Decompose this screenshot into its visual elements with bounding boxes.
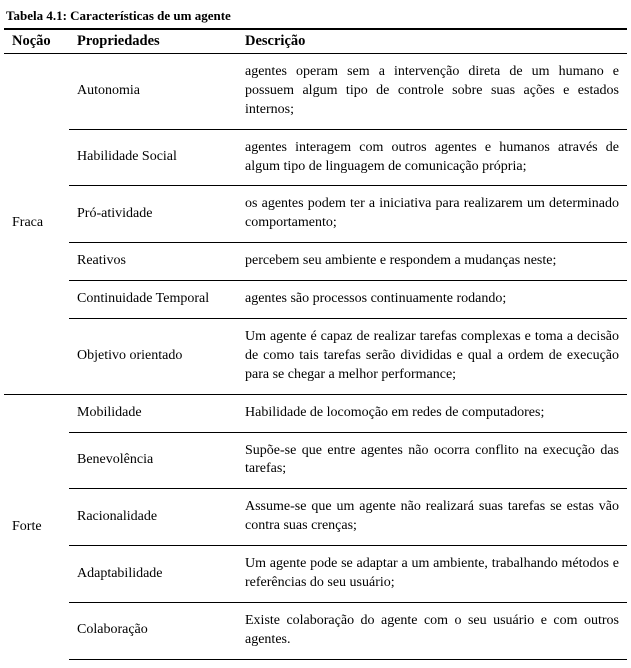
table-caption: Tabela 4.1: Características de um agente	[4, 8, 627, 24]
table-row: Adaptabilidade Um agente pode se adaptar…	[4, 546, 627, 603]
agent-characteristics-table: Noção Propriedades Descrição Fraca Auton…	[4, 28, 627, 660]
header-nocao: Noção	[4, 29, 69, 54]
desc-cell: percebem seu ambiente e respondem a muda…	[237, 243, 627, 281]
table-row: Forte Mobilidade Habilidade de locomoção…	[4, 394, 627, 432]
header-descricao: Descrição	[237, 29, 627, 54]
prop-cell: Reativos	[69, 243, 237, 281]
table-row: Pró-atividade os agentes podem ter a ini…	[4, 186, 627, 243]
prop-cell: Colaboração	[69, 602, 237, 659]
table-row: Fraca Autonomia agentes operam sem a int…	[4, 54, 627, 130]
table-header-row: Noção Propriedades Descrição	[4, 29, 627, 54]
desc-cell: Assume-se que um agente não realizará su…	[237, 489, 627, 546]
desc-cell: Um agente é capaz de realizar tarefas co…	[237, 319, 627, 395]
desc-cell: agentes interagem com outros agentes e h…	[237, 129, 627, 186]
group-forte: Forte	[4, 394, 69, 659]
table-row: Habilidade Social agentes interagem com …	[4, 129, 627, 186]
prop-cell: Autonomia	[69, 54, 237, 130]
desc-cell: Existe colaboração do agente com o seu u…	[237, 602, 627, 659]
table-row: Racionalidade Assume-se que um agente nã…	[4, 489, 627, 546]
prop-cell: Racionalidade	[69, 489, 237, 546]
desc-cell: agentes são processos continuamente roda…	[237, 281, 627, 319]
desc-cell: Um agente pode se adaptar a um ambiente,…	[237, 546, 627, 603]
desc-cell: Habilidade de locomoção em redes de comp…	[237, 394, 627, 432]
prop-cell: Habilidade Social	[69, 129, 237, 186]
prop-cell: Mobilidade	[69, 394, 237, 432]
header-propriedades: Propriedades	[69, 29, 237, 54]
group-fraca: Fraca	[4, 54, 69, 395]
table-row: Continuidade Temporal agentes são proces…	[4, 281, 627, 319]
table-row: Colaboração Existe colaboração do agente…	[4, 602, 627, 659]
prop-cell: Adaptabilidade	[69, 546, 237, 603]
prop-cell: Pró-atividade	[69, 186, 237, 243]
desc-cell: os agentes podem ter a iniciativa para r…	[237, 186, 627, 243]
desc-cell: Supõe-se que entre agentes não ocorra co…	[237, 432, 627, 489]
prop-cell: Benevolência	[69, 432, 237, 489]
table-row: Reativos percebem seu ambiente e respond…	[4, 243, 627, 281]
desc-cell: agentes operam sem a intervenção direta …	[237, 54, 627, 130]
table-row: Benevolência Supõe-se que entre agentes …	[4, 432, 627, 489]
prop-cell: Continuidade Temporal	[69, 281, 237, 319]
table-row: Objetivo orientado Um agente é capaz de …	[4, 319, 627, 395]
prop-cell: Objetivo orientado	[69, 319, 237, 395]
